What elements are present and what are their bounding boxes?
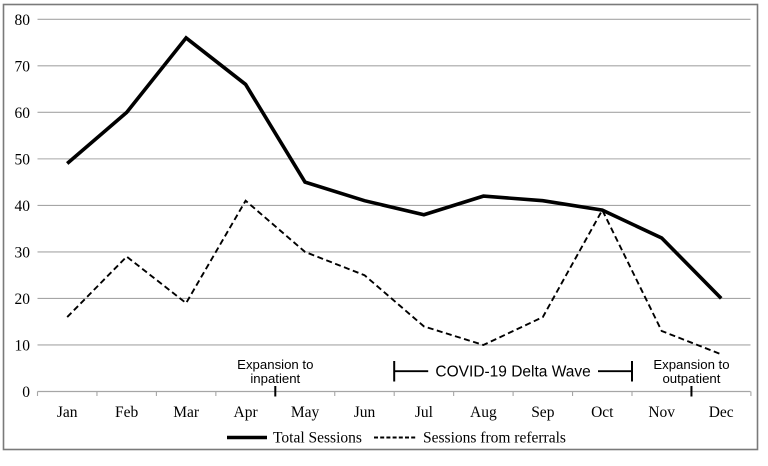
x-axis-label-oct: Oct [591,404,614,421]
sessions-from-referrals-line [66,199,722,356]
x-axis-label-aug: Aug [470,404,497,421]
x-axis-label-apr: Apr [234,404,259,421]
x-axis-label-dec: Dec [709,404,734,421]
x-axis-label-nov: Nov [648,404,675,421]
y-axis-label-30: 30 [15,244,31,261]
y-axis-label-70: 70 [15,58,31,75]
covid-delta-wave-label: COVID-19 Delta Wave [435,364,590,381]
expansion-inpatient-label-line1: Expansion to [237,357,313,372]
x-axis-label-sep: Sep [531,404,555,421]
total-sessions-line [66,35,723,300]
y-axis-label-40: 40 [15,198,31,215]
y-axis-label-60: 60 [15,105,31,122]
legend-label-total-sessions: Total Sessions [273,430,362,447]
expansion-outpatient-label-line1: Expansion to [653,357,729,372]
x-axis-label-may: May [291,404,320,421]
x-axis-label-jun: Jun [354,404,376,421]
figure-border [2,3,759,451]
y-axis-label-0: 0 [22,384,30,401]
x-axis-label-mar: Mar [173,404,200,421]
x-axis-label-jan: Jan [57,404,78,421]
y-axis-label-10: 10 [15,337,31,354]
expansion-inpatient-label-line2: inpatient [250,371,300,386]
y-axis-label-50: 50 [15,151,31,168]
x-axis-label-feb: Feb [115,404,139,421]
y-axis-label-80: 80 [15,12,31,29]
legend-label-sessions-from-referrals: Sessions from referrals [423,430,566,447]
x-axis-label-jul: Jul [415,404,433,421]
y-axis-label-20: 20 [15,291,31,308]
expansion-outpatient-label-line2: outpatient [662,371,720,386]
